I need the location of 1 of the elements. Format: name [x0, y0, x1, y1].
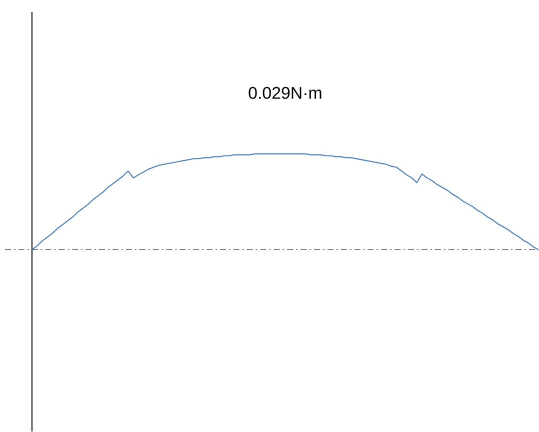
- text: 0.029N·m: [248, 86, 322, 99]
